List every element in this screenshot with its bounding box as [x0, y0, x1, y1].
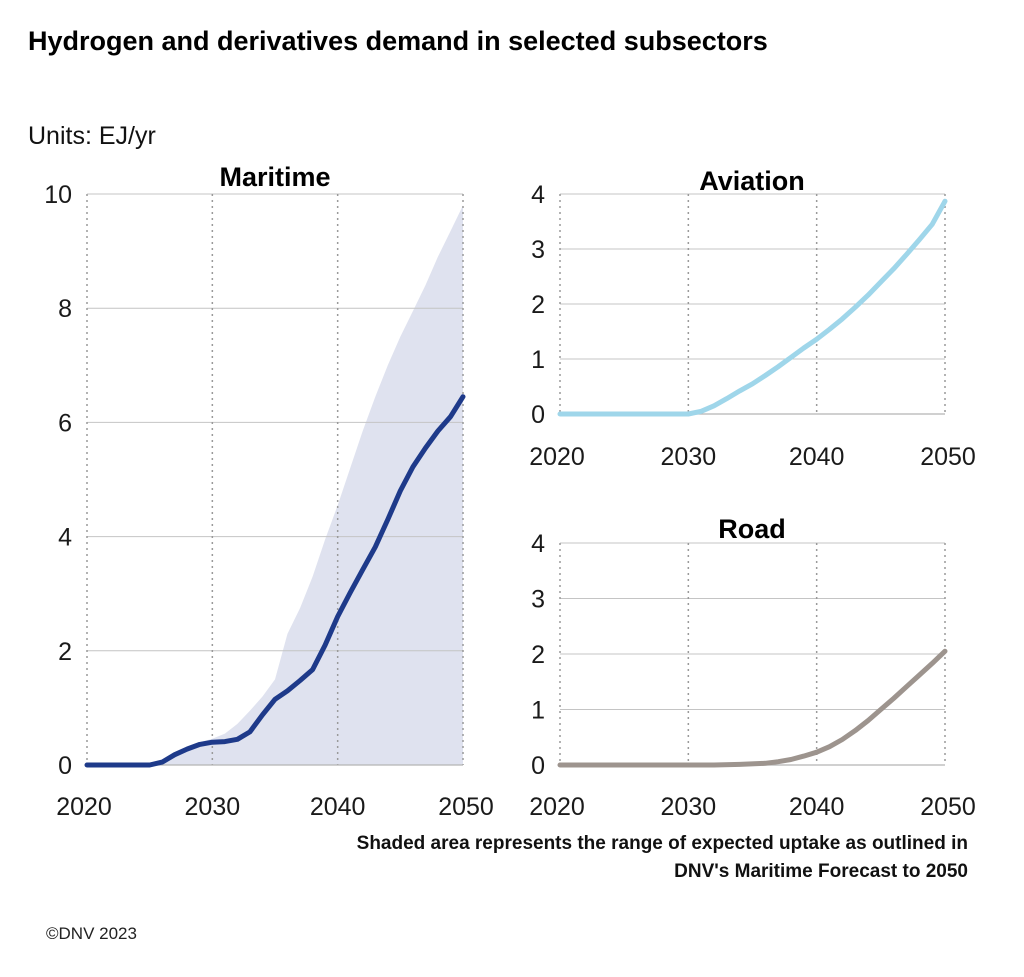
maritime-x-tick-label: 2050	[438, 793, 494, 821]
aviation-panel-title: Aviation	[699, 166, 805, 196]
aviation-panel: 0 1 2 3 4 2020 2030 2040 2050 Aviation	[529, 166, 976, 471]
maritime-panel: 0 2 4 6 8 10 2020 2030 2040 2050 Maritime	[44, 162, 494, 821]
chart-title: Hydrogen and derivatives demand in selec…	[28, 26, 768, 56]
road-y-tick-label: 4	[531, 530, 545, 558]
maritime-y-tick-label: 4	[58, 524, 72, 552]
maritime-x-tick-label: 2020	[56, 793, 112, 821]
maritime-y-tick-label: 6	[58, 409, 72, 437]
road-x-tick-label: 2040	[789, 793, 845, 821]
maritime-x-tick-label: 2030	[185, 793, 241, 821]
maritime-x-tick-label: 2040	[310, 793, 366, 821]
maritime-panel-title: Maritime	[219, 162, 330, 192]
maritime-range-band	[87, 205, 463, 765]
road-y-tick-label: 1	[531, 697, 545, 725]
maritime-y-tick-label: 0	[58, 752, 72, 780]
road-x-tick-label: 2050	[920, 793, 976, 821]
road-series-line	[557, 648, 948, 768]
aviation-x-tick-label: 2020	[529, 443, 585, 471]
maritime-y-tick-label: 8	[58, 295, 72, 323]
aviation-y-tick-label: 0	[531, 401, 545, 429]
footnote: Shaded area represents the range of expe…	[356, 833, 968, 882]
copyright: ©DNV 2023	[46, 924, 137, 943]
road-y-tick-label: 0	[531, 752, 545, 780]
road-y-tick-label: 2	[531, 641, 545, 669]
aviation-x-tick-label: 2040	[789, 443, 845, 471]
aviation-series-line	[557, 198, 948, 417]
road-panel-title: Road	[718, 514, 786, 544]
aviation-y-tick-label: 3	[531, 236, 545, 264]
road-x-tick-label: 2020	[529, 793, 585, 821]
aviation-y-tick-label: 1	[531, 346, 545, 374]
maritime-series-line	[84, 394, 466, 768]
aviation-y-tick-label: 4	[531, 181, 545, 209]
aviation-x-tick-label: 2030	[661, 443, 717, 471]
units-label: Units: EJ/yr	[28, 122, 156, 150]
maritime-y-tick-label: 10	[44, 181, 72, 209]
road-panel: 0 1 2 3 4 2020 2030 2040 2050 Road	[529, 514, 976, 821]
aviation-x-tick-label: 2050	[920, 443, 976, 471]
maritime-y-tick-label: 2	[58, 638, 72, 666]
road-x-tick-label: 2030	[661, 793, 717, 821]
aviation-y-tick-label: 2	[531, 291, 545, 319]
road-y-tick-label: 3	[531, 586, 545, 614]
